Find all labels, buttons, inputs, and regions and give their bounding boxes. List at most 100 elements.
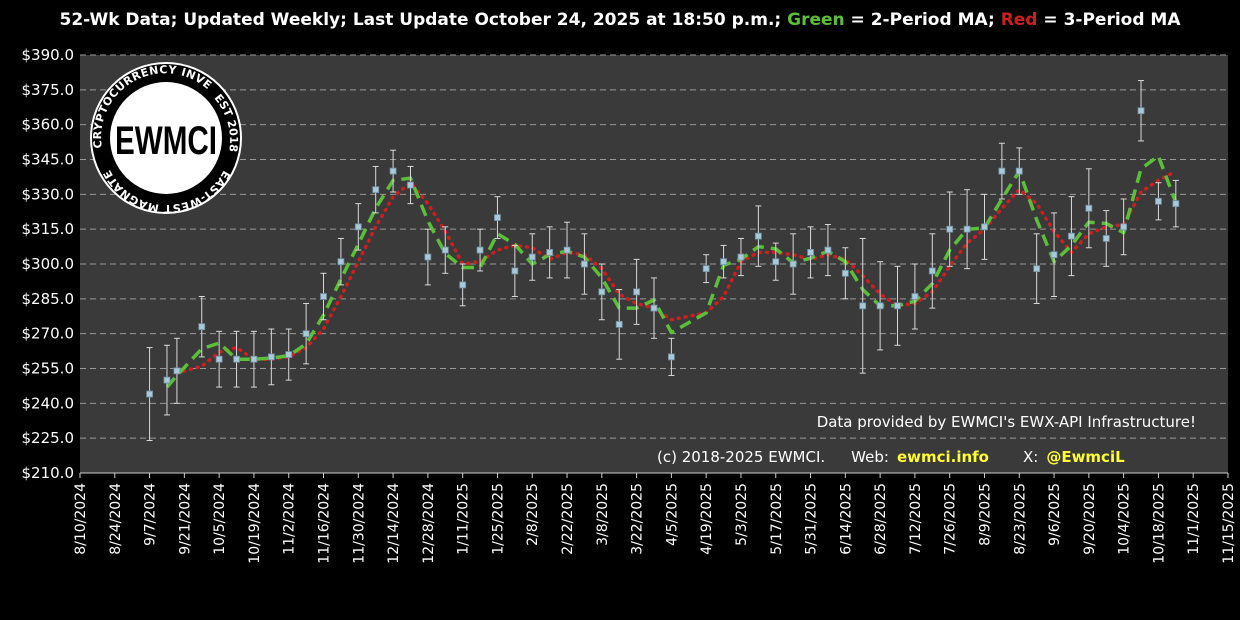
data-point — [859, 302, 867, 310]
data-point — [424, 253, 432, 261]
x-axis-labels: 8/10/2024 8/24/2024 9/7/2024 9/21/2024 10/5/… — [73, 483, 1237, 564]
note-data-provided: Data provided by EWMCI's EWX-API Infrast… — [817, 413, 1196, 431]
data-point — [441, 246, 449, 254]
x-tick-label: 7/26/2025 — [943, 483, 959, 555]
data-point — [841, 269, 849, 277]
y-tick-label: $315.0 — [22, 220, 75, 238]
data-point — [285, 351, 293, 358]
data-point — [407, 181, 414, 189]
data-point — [789, 260, 797, 268]
data-point — [494, 214, 501, 221]
y-tick-label: $390.0 — [22, 46, 75, 64]
y-tick-label: $255.0 — [22, 360, 75, 378]
data-point — [1120, 223, 1128, 231]
data-markers — [146, 107, 1180, 398]
title-green-word: Green — [787, 10, 845, 30]
data-point — [389, 167, 397, 175]
ma2-line — [165, 154, 1178, 389]
title-red-word: Red — [1000, 10, 1038, 30]
y-tick-label: $300.0 — [22, 255, 75, 273]
data-point — [998, 167, 1006, 175]
x-tick-label: 11/16/2024 — [317, 483, 333, 564]
data-point — [173, 367, 181, 375]
note-footer: (c) 2018-2025 EWMCI. Web: ewmci.info X: @Ewm… — [657, 448, 1125, 466]
data-point — [337, 258, 345, 266]
data-point — [1068, 232, 1075, 240]
x-tick-label: 10/19/2024 — [247, 483, 263, 564]
data-point — [754, 232, 762, 240]
y-tick-label: $375.0 — [22, 81, 75, 99]
data-point — [233, 355, 240, 363]
y-tick-label: $345.0 — [22, 151, 75, 169]
x-tick-label: 10/18/2025 — [1151, 483, 1167, 564]
data-point — [824, 246, 832, 254]
y-tick-label: $240.0 — [22, 394, 75, 412]
title-part1: 52-Wk Data; Updated Weekly; Last Update … — [59, 10, 788, 30]
data-point — [215, 355, 223, 363]
logo-center-text: EWMCI — [115, 119, 217, 163]
data-point — [928, 267, 936, 275]
data-point — [720, 258, 727, 266]
data-point — [702, 265, 710, 273]
ewmci-logo: CRYPTOCURRENCY INVESTMENTS EST 2018 EAST… — [90, 62, 242, 215]
x-tick-label: 11/1/2025 — [1186, 483, 1202, 555]
data-point — [267, 353, 275, 361]
data-point — [1137, 107, 1145, 115]
y-tick-label: $270.0 — [22, 325, 75, 343]
x-tick-label: 8/23/2025 — [1012, 483, 1028, 555]
data-point — [1172, 200, 1180, 208]
data-point — [963, 225, 971, 233]
x-tick-label: 4/19/2025 — [699, 483, 715, 555]
x-tick-label: 7/12/2025 — [908, 483, 924, 555]
x-tick-label: 9/7/2024 — [143, 483, 159, 546]
x-tick-label: 2/8/2025 — [525, 483, 541, 546]
x-tick-label: 12/28/2024 — [421, 483, 437, 564]
x-tick-label: 4/5/2025 — [664, 483, 680, 546]
x-tick-label: 11/30/2024 — [351, 483, 367, 564]
data-point — [894, 302, 901, 310]
x-tick-label: 10/4/2025 — [1117, 483, 1133, 555]
x-tick-label: 9/20/2025 — [1082, 483, 1098, 555]
data-point — [546, 248, 554, 256]
ma2-series — [165, 154, 1178, 389]
x-tick-label: 1/25/2025 — [490, 483, 506, 555]
x-tick-label: 8/24/2024 — [108, 483, 124, 555]
x-tick-label: 11/15/2025 — [1221, 483, 1237, 564]
data-point — [476, 246, 484, 254]
y-tick-label: $210.0 — [22, 464, 75, 482]
data-point — [946, 225, 954, 233]
data-point — [737, 253, 745, 261]
x-tick-label: 6/14/2025 — [838, 483, 854, 555]
data-point — [528, 253, 536, 261]
x-tick-label: 9/6/2025 — [1047, 483, 1063, 546]
data-point — [615, 320, 623, 328]
x-tick-label: 1/11/2025 — [456, 483, 472, 555]
note-copyright: (c) 2018-2025 EWMCI. — [657, 448, 825, 466]
x-tick-label: 9/21/2024 — [177, 483, 193, 555]
data-point — [581, 260, 588, 268]
x-tick-label: 12/14/2024 — [386, 483, 402, 564]
data-point — [459, 281, 467, 289]
x-tick-label: 3/22/2025 — [630, 483, 646, 555]
note-web-label: Web: — [851, 448, 889, 466]
data-point — [598, 288, 606, 296]
y-tick-label: $225.0 — [22, 429, 75, 447]
data-point — [372, 186, 380, 194]
y-axis-labels: $210.0 $225.0 $240.0 $255.0 $270.0 $285.0 $300… — [22, 46, 75, 482]
chart-title: 52-Wk Data; Updated Weekly; Last Update … — [0, 10, 1240, 30]
title-part2: = 2-Period MA; — [844, 10, 1001, 30]
data-point — [563, 246, 571, 254]
note-web-value: ewmci.info — [897, 448, 989, 466]
data-point — [320, 293, 327, 300]
data-point — [1033, 265, 1041, 273]
x-tick-label: 5/31/2025 — [804, 483, 820, 555]
ma3-line — [175, 169, 1178, 375]
data-point — [250, 355, 258, 363]
x-tick-label: 8/9/2025 — [977, 483, 993, 546]
data-point — [302, 330, 310, 338]
data-point — [807, 248, 814, 256]
y-tick-label: $285.0 — [22, 290, 75, 308]
x-tick-label: 2/22/2025 — [560, 483, 576, 555]
x-tick-label: 8/10/2024 — [73, 483, 89, 555]
